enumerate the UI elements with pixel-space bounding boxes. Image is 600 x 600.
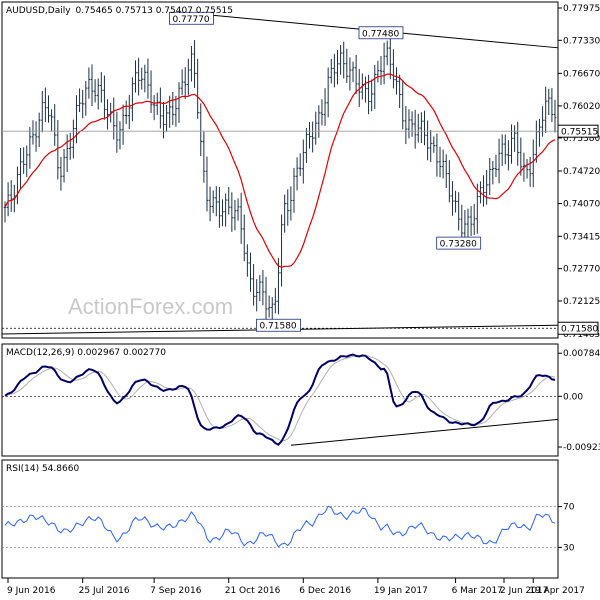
price-tick-label: 0.76020	[563, 102, 600, 112]
price-tick-label: 0.71465	[563, 330, 600, 340]
price-tick-label: 0.76670	[563, 69, 600, 79]
watermark: ActionForex.com	[68, 294, 233, 319]
price-series: 0.77770 0.77480 0.73280 0.71580	[1, 11, 559, 335]
current-price-label: 0.75515	[561, 128, 598, 138]
time-tick-label: 7 Sep 2016	[150, 586, 202, 596]
current-price-marker	[557, 124, 599, 138]
annotation-label: 0.73280	[440, 240, 477, 250]
price-tick-label: 0.72770	[563, 265, 600, 275]
price-panel	[1, 1, 559, 339]
time-tick-label: 6 Mar 2017	[452, 586, 503, 596]
price-tick-label: 0.73415	[563, 232, 600, 242]
macd-tick-label: 0.00	[563, 392, 583, 402]
price-ohlc: 0.75465 0.75713 0.75407 0.75515	[76, 6, 233, 16]
annotation-box	[169, 11, 214, 25]
annotation-label: 0.71580	[259, 322, 296, 332]
macd-title: MACD(12,26,9) 0.002967 0.002770	[6, 348, 166, 358]
annotation-label: 0.77480	[362, 29, 399, 39]
price-tick-label: 0.77975	[563, 4, 600, 14]
time-tick-label: 9 Jun 2016	[7, 586, 56, 596]
time-tick-label: 2 Jun 2017	[500, 586, 548, 596]
time-tick-label: 25 Jul 2016	[79, 586, 130, 596]
rsi-title: RSI(14) 54.8660	[6, 464, 79, 474]
macd-trendline	[290, 418, 559, 446]
price-symbol: AUDUSD,Daily	[6, 6, 71, 16]
annotation-box	[436, 236, 482, 250]
price-title: AUDUSD,Daily 0.75465 0.75713 0.75407 0.75…	[6, 6, 233, 16]
price-tick-label: 0.72125	[563, 297, 600, 307]
macd-tick-label: 0.007848	[563, 349, 600, 359]
axis-labels: 0.77975 0.77330 0.76670 0.76020 0.75380 0.747…	[7, 4, 600, 596]
time-tick-label: 19 Jan 2017	[374, 586, 428, 596]
support-label: 0.71580	[561, 325, 598, 335]
price-tick-label: 0.74720	[563, 167, 600, 177]
time-tick-label: 21 Oct 2016	[225, 586, 281, 596]
moving-average-line	[4, 73, 556, 268]
time-tick-label: 19 Apr 2017	[529, 586, 585, 596]
price-tick-label: 0.75380	[563, 134, 600, 144]
time-tick-label: 6 Dec 2016	[299, 586, 351, 596]
macd-line	[4, 353, 556, 446]
rsi-line	[4, 505, 556, 548]
annotation-label: 0.77770	[172, 15, 209, 25]
rsi-tick-label: 70	[563, 503, 575, 513]
support-marker	[557, 321, 599, 335]
macd-tick-label: -0.00923	[563, 443, 600, 453]
macd-panel	[1, 343, 559, 457]
rsi-tick-label: 30	[563, 543, 575, 553]
price-tick-label: 0.77330	[563, 36, 600, 46]
rsi-series	[2, 505, 558, 548]
annotation-box	[358, 26, 404, 40]
price-tick-label: 0.74070	[563, 200, 600, 210]
annotation-box	[256, 318, 301, 332]
macd-series	[2, 353, 559, 446]
rsi-panel	[1, 459, 559, 579]
